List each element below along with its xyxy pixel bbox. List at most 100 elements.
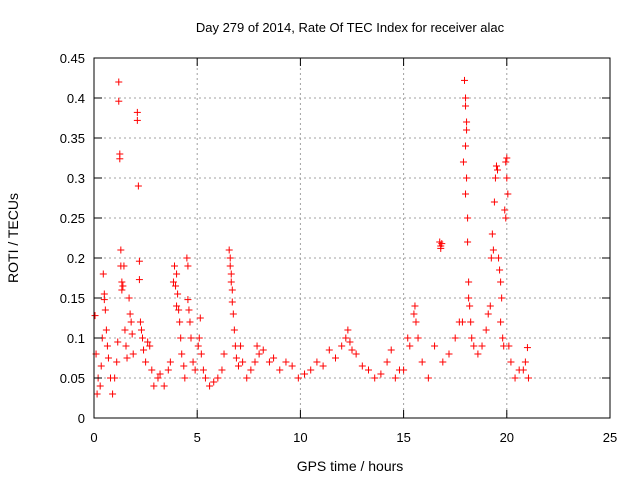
data-point <box>148 366 156 374</box>
data-point <box>125 294 133 302</box>
data-point <box>464 238 472 246</box>
x-tick-label: 0 <box>90 430 97 445</box>
data-points <box>91 76 532 398</box>
data-point <box>146 342 154 350</box>
data-point <box>176 318 184 326</box>
y-tick-label: 0.2 <box>67 251 85 266</box>
data-point <box>358 362 366 370</box>
data-point <box>154 374 162 382</box>
data-point <box>504 190 512 198</box>
data-point <box>499 334 507 342</box>
data-point <box>497 278 505 286</box>
data-point <box>438 240 446 248</box>
data-point <box>313 358 321 366</box>
data-point <box>237 342 245 350</box>
data-point <box>169 278 177 286</box>
data-point <box>486 302 494 310</box>
data-point <box>463 118 471 126</box>
data-point <box>166 358 174 366</box>
data-point <box>210 378 218 386</box>
data-point <box>134 182 142 190</box>
data-point <box>180 362 188 370</box>
data-point <box>439 358 447 366</box>
data-point <box>115 78 123 86</box>
data-point <box>462 94 470 102</box>
data-point <box>342 334 350 342</box>
data-point <box>365 366 373 374</box>
data-point <box>519 366 527 374</box>
data-point <box>230 326 238 334</box>
data-point <box>136 318 144 326</box>
data-point <box>459 158 467 166</box>
data-point <box>140 346 148 354</box>
data-point <box>404 334 412 342</box>
axis-ticks: 0 0.05 0.1 0.15 0.2 0.25 0.3 0.35 0.4 0.45 0 5 10 15 2… <box>60 51 618 445</box>
data-point <box>418 358 426 366</box>
data-point <box>191 366 199 374</box>
data-point <box>164 366 172 374</box>
y-tick-label: 0.45 <box>60 51 85 66</box>
data-point <box>325 346 333 354</box>
data-point <box>294 374 302 382</box>
data-point <box>410 310 418 318</box>
data-point <box>400 366 408 374</box>
data-point <box>491 174 499 182</box>
data-point <box>490 198 498 206</box>
data-point <box>470 342 478 350</box>
data-point <box>505 342 513 350</box>
data-point <box>346 338 354 346</box>
data-point <box>424 374 432 382</box>
data-point <box>502 214 510 222</box>
data-point <box>465 294 473 302</box>
data-point <box>201 374 209 382</box>
data-point <box>301 370 309 378</box>
data-point <box>458 318 466 326</box>
x-tick-label: 10 <box>293 430 307 445</box>
data-point <box>507 358 515 366</box>
data-point <box>227 278 235 286</box>
data-point <box>126 310 134 318</box>
data-point <box>460 76 468 84</box>
x-tick-label: 25 <box>603 430 617 445</box>
data-point <box>495 254 503 262</box>
data-point <box>142 358 150 366</box>
data-point <box>128 330 136 338</box>
data-point <box>187 334 195 342</box>
y-tick-label: 0.25 <box>60 211 85 226</box>
data-point <box>172 282 180 290</box>
data-point <box>494 166 502 174</box>
data-point <box>232 354 240 362</box>
data-point <box>175 306 183 314</box>
data-point <box>123 354 131 362</box>
data-point <box>523 344 531 352</box>
data-point <box>377 370 385 378</box>
data-point <box>437 244 445 252</box>
data-point <box>467 318 475 326</box>
data-point <box>228 286 236 294</box>
data-point <box>502 158 510 166</box>
data-point <box>173 302 181 310</box>
data-point <box>412 318 420 326</box>
data-point <box>139 334 147 342</box>
y-tick-label: 0.4 <box>67 91 85 106</box>
plot-frame <box>93 57 611 419</box>
data-point <box>97 362 105 370</box>
data-point <box>251 358 259 366</box>
data-point <box>468 334 476 342</box>
data-point <box>406 342 414 350</box>
data-point <box>348 346 356 354</box>
data-point <box>253 342 261 350</box>
data-point <box>119 282 127 290</box>
data-point <box>122 342 130 350</box>
data-point <box>226 254 234 262</box>
data-point <box>93 390 101 398</box>
data-point <box>101 306 109 314</box>
data-point <box>391 374 399 382</box>
data-point <box>234 362 242 370</box>
data-point <box>288 362 296 370</box>
data-point <box>178 350 186 358</box>
y-tick-label: 0.3 <box>67 171 85 186</box>
data-point <box>133 116 141 124</box>
x-tick-label: 20 <box>500 430 514 445</box>
y-tick-label: 0.1 <box>67 331 85 346</box>
